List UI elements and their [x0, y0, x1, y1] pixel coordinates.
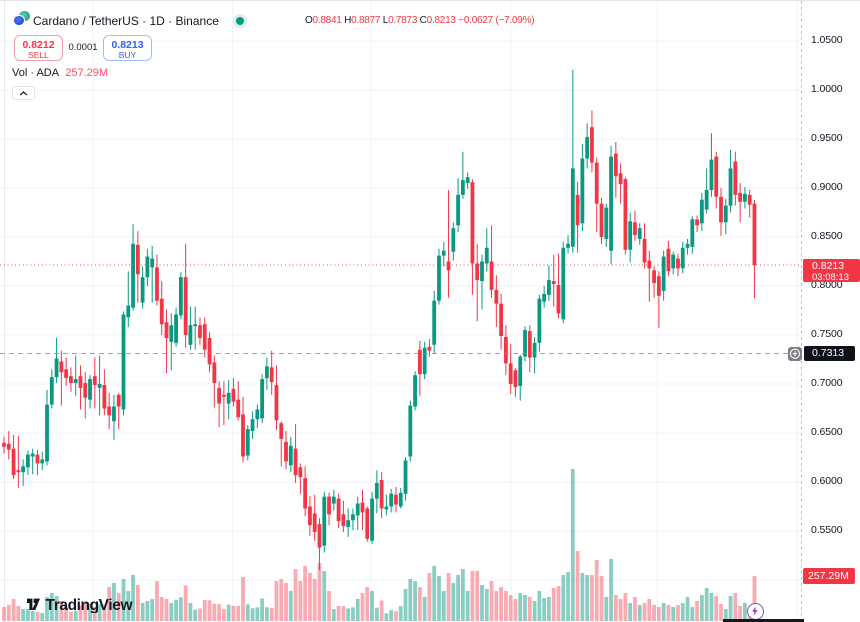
svg-text:TradingView: TradingView — [45, 598, 133, 613]
